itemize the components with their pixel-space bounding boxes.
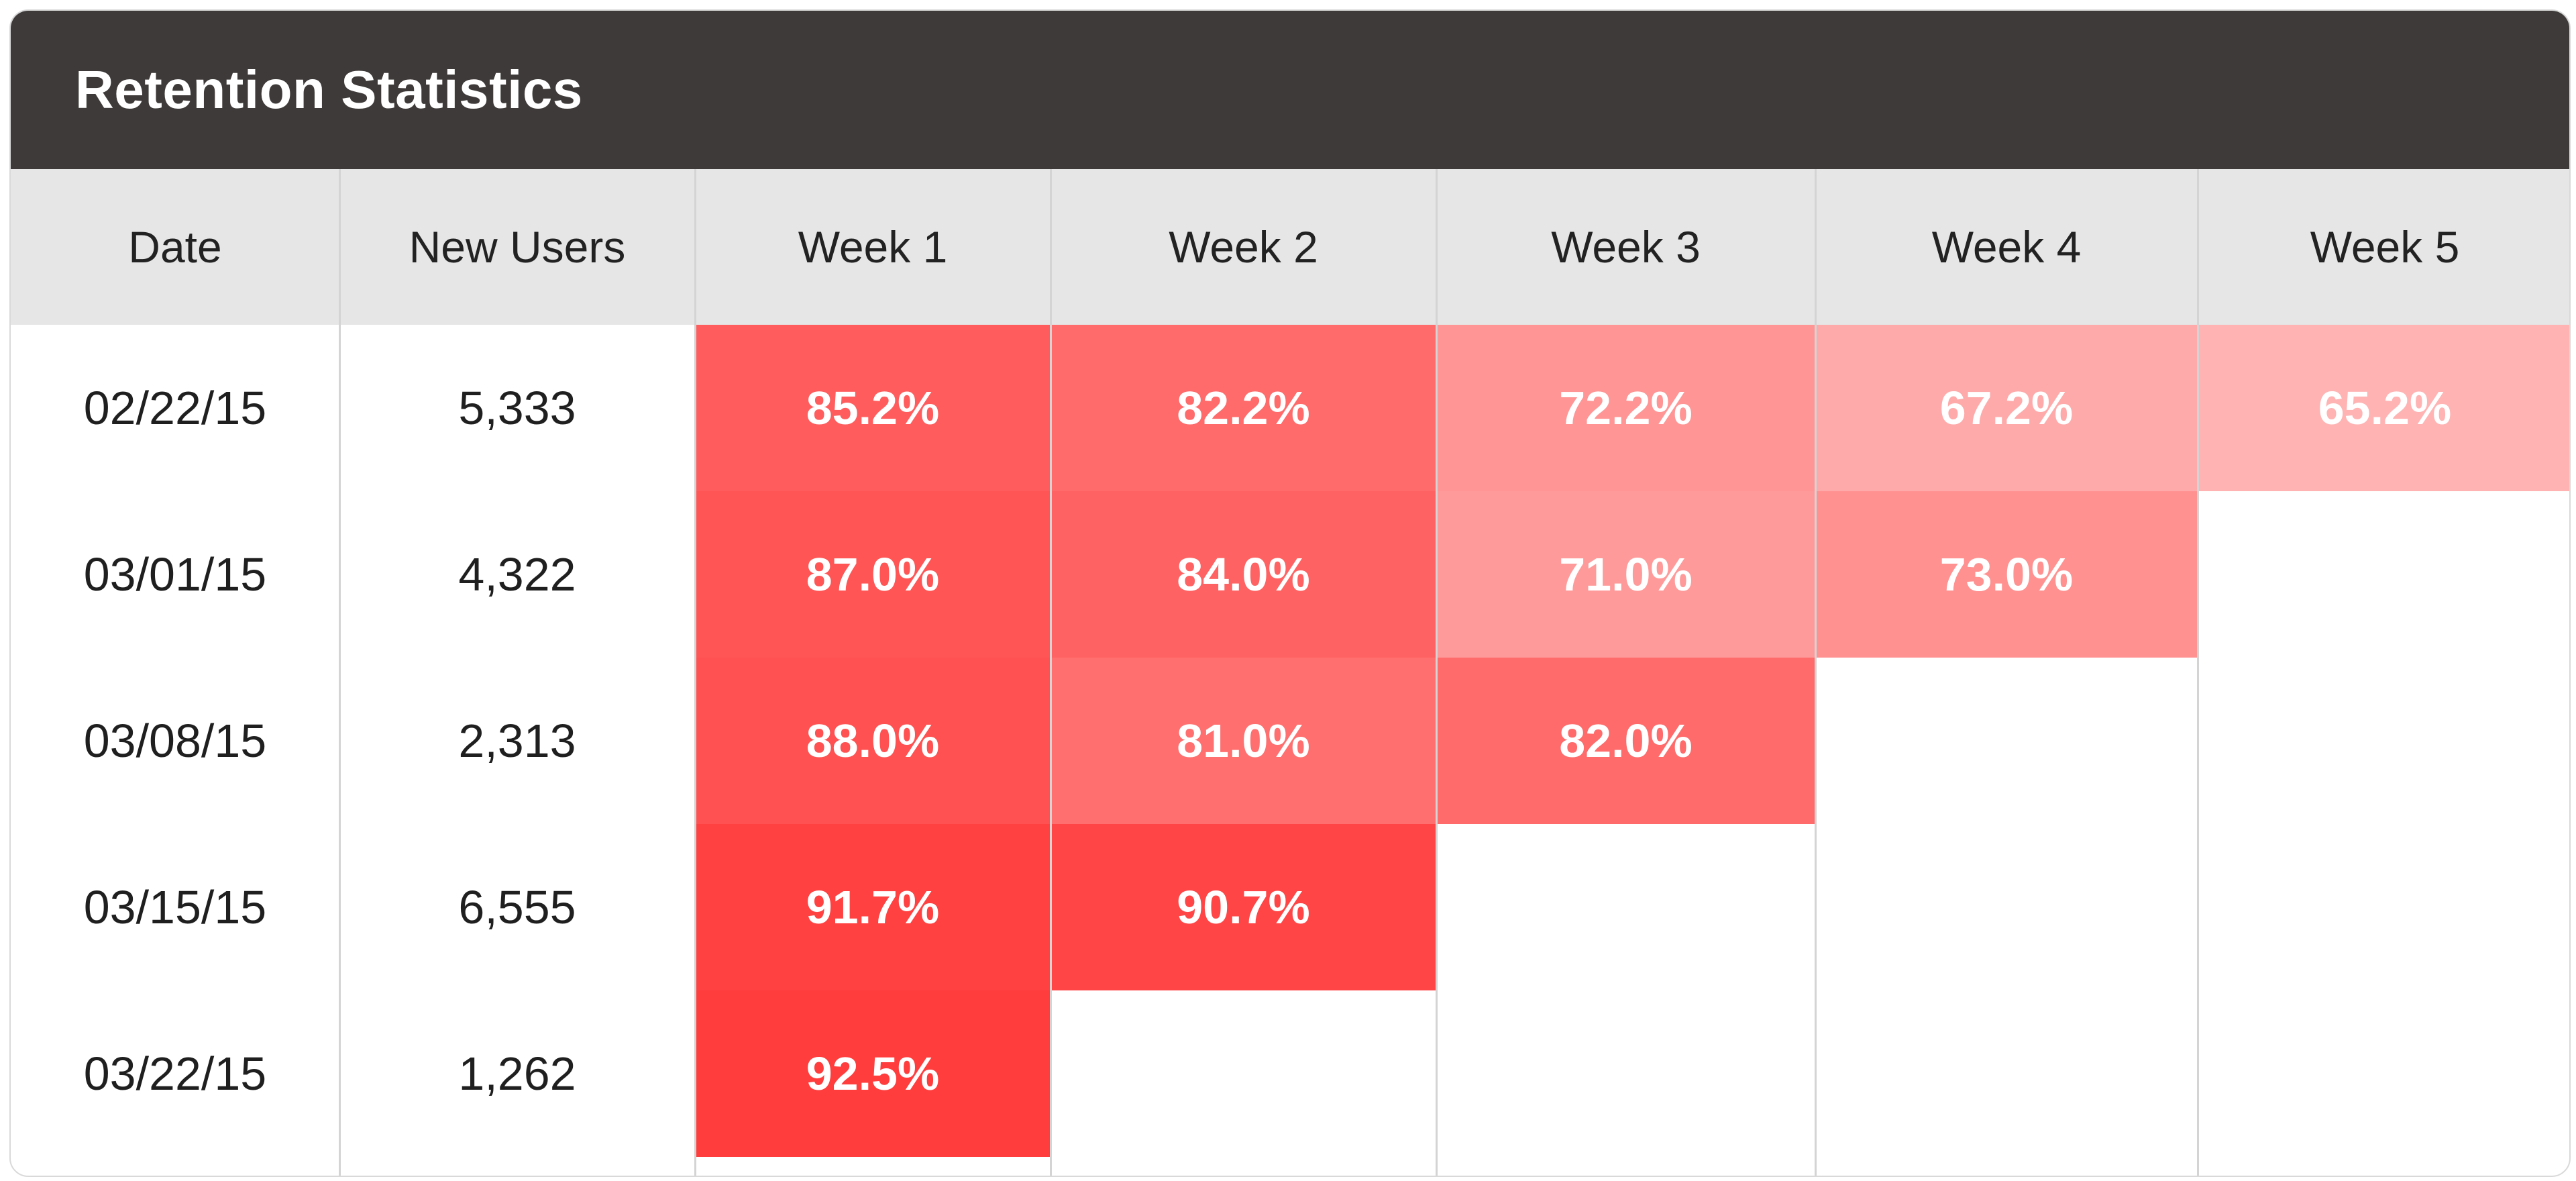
row-new-users: 5,333 bbox=[458, 382, 576, 434]
column-divider bbox=[1436, 169, 1438, 1176]
row-new-users: 1,262 bbox=[458, 1047, 576, 1100]
heat-cell: 85.2% bbox=[695, 325, 1051, 491]
table-header: Date New Users Week 1 Week 2 Week 3 Week 4 Wee… bbox=[11, 169, 2569, 325]
column-divider bbox=[1815, 169, 1817, 1176]
column-header-week-4: Week 4 bbox=[1931, 222, 2082, 272]
row-date: 03/01/15 bbox=[83, 548, 267, 601]
row-new-users: 2,313 bbox=[458, 715, 576, 767]
heat-cell: 87.0% bbox=[695, 491, 1051, 658]
heat-cell: 72.2% bbox=[1436, 325, 1815, 491]
column-divider bbox=[2197, 169, 2199, 1176]
title-bar: Retention Statistics bbox=[11, 11, 2569, 169]
row-date: 02/22/15 bbox=[83, 382, 267, 434]
column-divider bbox=[1050, 169, 1052, 1176]
heat-cell: 73.0% bbox=[1815, 491, 2198, 658]
heat-cell: 92.5% bbox=[695, 990, 1051, 1157]
heat-cell: 90.7% bbox=[1051, 824, 1436, 990]
column-header-week-2: Week 2 bbox=[1169, 222, 1318, 272]
heat-cell: 91.7% bbox=[695, 824, 1051, 990]
row-date: 03/15/15 bbox=[83, 881, 267, 933]
heat-cell: 82.0% bbox=[1436, 658, 1815, 824]
heat-cell: 81.0% bbox=[1051, 658, 1436, 824]
heat-cell: 88.0% bbox=[695, 658, 1051, 824]
column-header-date: Date bbox=[128, 222, 222, 272]
card-title: Retention Statistics bbox=[75, 60, 583, 119]
column-header-new-users: New Users bbox=[409, 222, 626, 272]
row-date: 03/08/15 bbox=[83, 715, 267, 767]
retention-card: Retention Statistics Date New Users Week 1… bbox=[9, 9, 2571, 1177]
column-header-week-5: Week 5 bbox=[2310, 222, 2460, 272]
row-new-users: 4,322 bbox=[458, 548, 576, 601]
column-divider bbox=[339, 169, 341, 1176]
retention-table: Date New Users Week 1 Week 2 Week 3 Week 4 Wee… bbox=[11, 169, 2569, 1176]
row-new-users: 6,555 bbox=[458, 881, 576, 933]
heat-cell: 82.2% bbox=[1051, 325, 1436, 491]
heat-cell: 67.2% bbox=[1815, 325, 2198, 491]
column-header-week-1: Week 1 bbox=[798, 222, 948, 272]
heat-cell: 84.0% bbox=[1051, 491, 1436, 658]
column-header-week-3: Week 3 bbox=[1551, 222, 1701, 272]
heat-cell: 71.0% bbox=[1436, 491, 1815, 658]
row-date: 03/22/15 bbox=[83, 1047, 267, 1100]
heat-cell: 65.2% bbox=[2198, 325, 2569, 491]
column-divider bbox=[694, 169, 696, 1176]
